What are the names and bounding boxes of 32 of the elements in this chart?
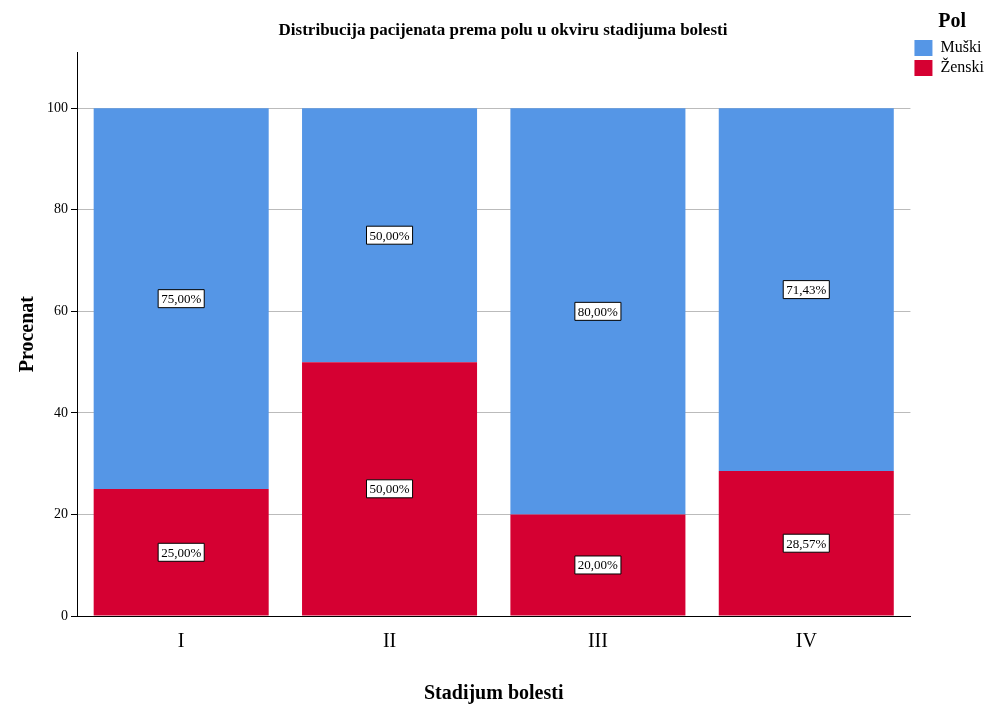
data-label: 50,00% xyxy=(369,227,410,243)
bar xyxy=(510,108,686,515)
legend-label: Muški xyxy=(940,38,982,56)
x-axis-title: Stadijum bolesti xyxy=(423,681,564,705)
bar xyxy=(510,514,686,616)
y-tick-label: 80 xyxy=(54,201,68,217)
legend-title: Pol xyxy=(938,9,967,32)
data-label: 20,00% xyxy=(577,557,619,573)
x-tick-label: II xyxy=(382,629,397,652)
bar xyxy=(718,108,894,471)
bar xyxy=(93,108,269,490)
x-tick-label: III xyxy=(587,629,608,652)
chart-title: Distribucija pacijenata prema polu u okviru stadijuma bolesti xyxy=(278,19,728,39)
legend-label: Ženski xyxy=(940,57,985,76)
y-tick-label: 60 xyxy=(54,303,68,319)
x-tick-label: I xyxy=(177,629,185,652)
bar xyxy=(302,108,478,363)
data-label: 25,00% xyxy=(161,544,202,560)
bar xyxy=(302,362,478,616)
bar xyxy=(93,489,269,616)
data-label: 80,00% xyxy=(577,303,619,319)
data-label: 71,43% xyxy=(786,282,827,298)
y-tick-label: 20 xyxy=(54,506,68,522)
y-tick-label: 0 xyxy=(61,607,68,623)
bar xyxy=(718,470,894,616)
data-label: 75,00% xyxy=(161,291,202,307)
data-label: 50,00% xyxy=(369,481,410,497)
y-tick-label: 40 xyxy=(54,404,68,420)
data-label: 28,57% xyxy=(786,535,827,551)
y-tick-label: 100 xyxy=(47,99,68,115)
x-tick-label: IV xyxy=(795,629,818,652)
y-axis-title: Procenat xyxy=(15,295,38,373)
